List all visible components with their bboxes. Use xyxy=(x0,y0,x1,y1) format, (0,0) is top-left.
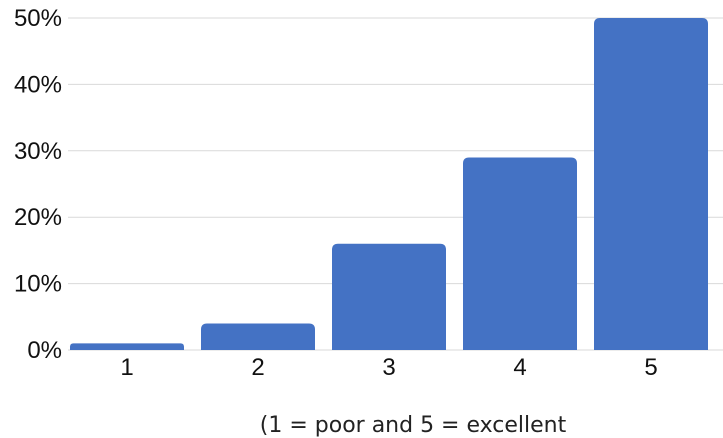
x-tick-label-1: 1 xyxy=(120,354,133,381)
x-tick-label-5: 5 xyxy=(644,354,657,381)
bar-1 xyxy=(70,343,184,350)
bar-4 xyxy=(463,157,577,350)
x-tick-label-4: 4 xyxy=(513,354,526,381)
bars xyxy=(70,18,708,350)
bar-2 xyxy=(201,323,315,350)
x-tick-label-2: 2 xyxy=(251,354,264,381)
y-tick-label-30: 30% xyxy=(14,138,62,165)
x-axis-ticks: 1 2 3 4 5 xyxy=(120,354,657,381)
y-tick-label-0: 0% xyxy=(27,337,62,364)
y-tick-label-50: 50% xyxy=(14,5,62,32)
y-tick-label-10: 10% xyxy=(14,271,62,298)
bar-3 xyxy=(332,243,446,350)
y-axis-ticks: 0% 10% 20% 30% 40% 50% xyxy=(14,5,62,364)
x-tick-label-3: 3 xyxy=(382,354,395,381)
bar-5 xyxy=(594,18,708,350)
y-tick-label-20: 20% xyxy=(14,204,62,231)
y-tick-label-40: 40% xyxy=(14,71,62,98)
x-axis-label: (1 = poor and 5 = excellent xyxy=(260,413,567,438)
